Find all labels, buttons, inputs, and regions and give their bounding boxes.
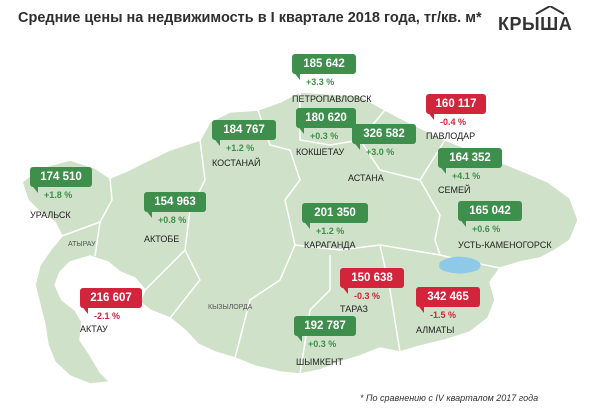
- city-label-aktau: АКТАУ: [80, 324, 108, 334]
- price-change: +3.0 %: [366, 147, 395, 157]
- city-label-karaganda: КАРАГАНДА: [304, 240, 356, 250]
- price-value: 216 607: [80, 288, 142, 308]
- price-change: +3.3 %: [306, 77, 335, 87]
- price-value: 165 042: [458, 201, 522, 221]
- price-value: 185 642: [292, 54, 356, 74]
- callout-pointer: [340, 284, 348, 294]
- city-label-ust-kamenogorsk: УСТЬ-КАМЕНОГОРСК: [458, 240, 552, 250]
- city-label-almaty: АЛМАТЫ: [416, 325, 455, 335]
- price-value: 342 465: [416, 287, 480, 307]
- price-change: +4.1 %: [452, 171, 481, 181]
- roof-icon: [535, 6, 565, 15]
- price-change: +0.3 %: [310, 131, 339, 141]
- price-change: -0.4 %: [440, 117, 467, 127]
- price-change: -2.1 %: [94, 311, 121, 321]
- price-change: +0.6 %: [472, 224, 501, 234]
- price-value: 184 767: [212, 120, 276, 140]
- price-value: 150 638: [340, 268, 404, 288]
- price-value: 160 117: [426, 94, 486, 114]
- callout-pointer: [352, 140, 360, 150]
- callout-pointer: [302, 219, 310, 229]
- price-change: +1.2 %: [226, 143, 255, 153]
- price-value: 180 620: [296, 108, 356, 128]
- footnote: * По сравнению с IV кварталом 2017 года: [360, 393, 539, 403]
- callout-pointer: [458, 217, 466, 227]
- callout-pointer: [294, 332, 302, 342]
- krysha-logo: КРЫША: [498, 6, 578, 36]
- callout-pointer: [292, 70, 300, 80]
- callout-pointer: [296, 124, 304, 134]
- caspian-sea: [0, 230, 45, 330]
- city-label-taraz: ТАРАЗ: [340, 304, 368, 314]
- city-label-pavlodar: ПАВЛОДАР: [426, 131, 476, 141]
- callout-pointer: [80, 304, 88, 314]
- price-change: +0.3 %: [308, 339, 337, 349]
- city-label-aktobe: АКТОБЕ: [144, 234, 180, 244]
- price-value: 326 582: [352, 124, 416, 144]
- price-value: 164 352: [438, 148, 502, 168]
- price-value: 192 787: [294, 316, 356, 336]
- city-label-shymkent: ШЫМКЕНТ: [296, 357, 343, 367]
- price-change: +1.2 %: [316, 226, 345, 236]
- price-change: -0.3 %: [354, 291, 381, 301]
- city-label-uralsk: УРАЛЬСК: [30, 210, 71, 220]
- price-value: 174 510: [30, 167, 92, 187]
- price-change: +1.8 %: [44, 190, 73, 200]
- price-value: 201 350: [302, 203, 368, 223]
- city-label-kokshetau: КОКШЕТАУ: [296, 147, 345, 157]
- price-change: +0.8 %: [158, 215, 187, 225]
- callout-pointer: [212, 136, 220, 146]
- lake-balkhash: [439, 256, 481, 274]
- price-value: 154 963: [144, 192, 206, 212]
- callout-pointer: [426, 110, 434, 120]
- callout-pointer: [144, 208, 152, 218]
- city-label-petropavlovsk: ПЕТРОПАВЛОВСК: [292, 94, 372, 104]
- callout-pointer: [30, 183, 38, 193]
- region-label-atyrau: АТЫРАУ: [68, 241, 96, 248]
- price-change: -1.5 %: [430, 310, 457, 320]
- logo-text: КРЫША: [498, 14, 573, 34]
- city-label-astana: АСТАНА: [348, 173, 384, 183]
- region-label-kyzylorda: КЫЗЫЛОРДА: [208, 304, 253, 311]
- page-title: Средние цены на недвижимость в I квартал…: [18, 10, 482, 26]
- city-label-semey: СЕМЕЙ: [438, 185, 471, 195]
- callout-pointer: [416, 303, 424, 313]
- callout-pointer: [438, 164, 446, 174]
- city-label-kostanay: КОСТАНАЙ: [212, 158, 261, 168]
